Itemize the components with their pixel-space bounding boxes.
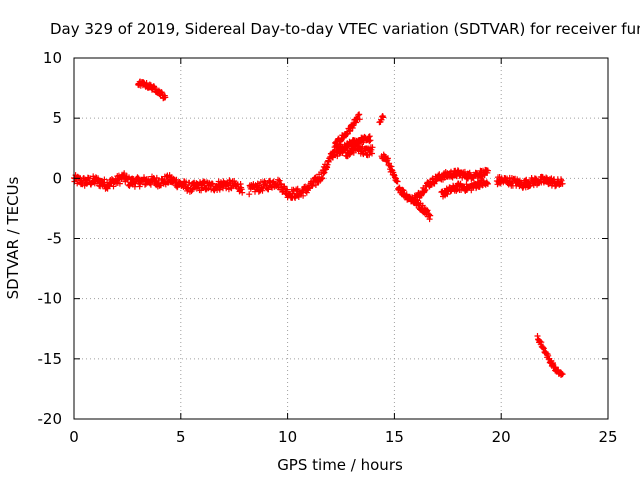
y-tick-label: -15 [38,350,63,368]
series-drop [378,151,434,223]
y-tick-label: -20 [38,410,63,428]
series-markers [493,173,566,191]
series-short-up [376,113,387,126]
grid-lines [74,58,608,419]
series-rise-high [331,111,363,151]
series-main-band [71,170,246,196]
x-tick-label: 10 [278,428,297,446]
x-tick-label: 15 [385,428,404,446]
y-axis-label: SDTVAR / TECUs [4,176,22,299]
series-top-arc [135,78,169,102]
series-markers [246,140,376,201]
x-tick-label: 0 [69,428,79,446]
axis-ticks: 0 5 10 15 20 25 10 5 0 -5 -10 -15 -20 [38,49,618,446]
series-bottom-tail [534,333,566,378]
series-markers [376,113,387,126]
chart-title: Day 329 of 2019, Sidereal Day-to-day VTE… [50,20,640,38]
series-markers [71,170,246,196]
series-markers [534,333,566,378]
x-tick-label: 20 [492,428,511,446]
x-tick-label: 5 [176,428,186,446]
series-late-band [493,173,566,191]
y-tick-label: 5 [52,109,62,127]
series-markers [331,111,363,151]
series-recover-2 [438,177,491,200]
series-markers [135,78,169,102]
x-tick-label: 25 [598,428,617,446]
series-markers [408,166,491,205]
series-markers [378,151,434,223]
series-arc-mid [333,133,374,160]
y-tick-label: -10 [38,290,63,308]
y-tick-label: 0 [52,169,62,187]
series-markers [333,133,374,160]
data-points [71,78,566,378]
x-axis-label: GPS time / hours [277,456,403,474]
series-markers [438,177,491,200]
series-band-2 [246,140,376,201]
y-tick-label: -5 [47,230,62,248]
series-recover-1 [408,166,491,205]
y-tick-label: 10 [43,49,62,67]
